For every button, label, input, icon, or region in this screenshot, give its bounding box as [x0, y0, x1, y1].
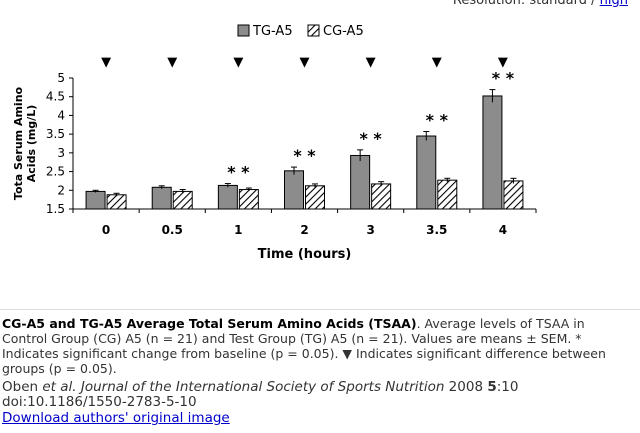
bar-cg-a5	[503, 180, 524, 210]
caption-title: CG-A5 and TG-A5 Average Total Serum Amin…	[2, 316, 417, 331]
significance-marker: * *	[293, 146, 316, 165]
legend-label-cg-a5: CG-A5	[323, 24, 364, 39]
bar-tg-a5	[416, 135, 437, 210]
citation-et-al: et al.	[42, 379, 77, 395]
citation: Oben et al. Journal of the International…	[2, 380, 632, 410]
divider	[0, 309, 640, 310]
legend-label-tg-a5: TG-A5	[252, 24, 293, 39]
legend-swatch-tg-a5	[237, 24, 250, 37]
caption-body: . Average levels of TSAA in Control Grou…	[2, 316, 606, 376]
y-tick-label: 1.5	[46, 202, 65, 216]
tsaa-bar-chart: 1.522.533.544.55▼0▼0.5* *▼1* *▼2* *▼3* *…	[12, 24, 537, 262]
between-group-marker: ▼	[233, 55, 243, 70]
plot-area: 1.522.533.544.55▼0▼0.5* *▼1* *▼2* *▼3* *…	[12, 24, 537, 262]
bar-tg-a5	[284, 170, 304, 210]
x-tick-label: 3	[366, 223, 374, 237]
citation-doi: doi:10.1186/1550-2783-5-10	[2, 394, 197, 410]
significance-marker: * *	[359, 129, 382, 148]
high-resolution-link[interactable]: high	[599, 0, 628, 8]
bar-cg-a5	[172, 190, 193, 210]
citation-authors: Oben	[2, 379, 43, 395]
between-group-marker: ▼	[498, 55, 508, 70]
legend-swatch-cg-a5	[307, 24, 320, 37]
x-tick-label: 1	[234, 223, 242, 237]
y-tick-label: 3.5	[46, 127, 65, 141]
resolution-bar: Resolution: standard / high	[453, 0, 628, 8]
significance-marker: * *	[227, 163, 250, 182]
between-group-marker: ▼	[167, 55, 177, 70]
citation-pages: :10	[496, 379, 519, 395]
bar-tg-a5	[217, 184, 238, 210]
figure-caption: CG-A5 and TG-A5 Average Total Serum Amin…	[2, 316, 632, 376]
citation-year: 2008	[444, 379, 488, 395]
x-axis-label: Time (hours)	[258, 247, 352, 262]
y-tick-label: 3	[57, 146, 65, 160]
bar-cg-a5	[238, 189, 259, 210]
y-axis-label-line2: Acids (mg/L)	[25, 105, 38, 182]
y-tick-label: 4.5	[46, 90, 65, 104]
x-tick-label: 4	[499, 223, 507, 237]
resolution-label: Resolution: standard /	[452, 0, 600, 8]
x-tick-label: 0.5	[162, 223, 183, 237]
y-tick-label: 5	[57, 71, 65, 85]
between-group-marker: ▼	[101, 55, 111, 70]
x-tick-label: 0	[102, 223, 110, 237]
significance-marker: * *	[426, 111, 449, 130]
bar-tg-a5	[85, 190, 106, 210]
x-tick-label: 3.5	[426, 223, 447, 237]
bar-cg-a5	[305, 185, 325, 210]
y-tick-label: 2.5	[46, 165, 65, 179]
significance-marker: * *	[492, 69, 515, 88]
y-tick-label: 2	[57, 183, 65, 197]
between-group-marker: ▼	[366, 55, 376, 70]
bar-cg-a5	[437, 179, 458, 210]
bar-cg-a5	[106, 194, 127, 210]
y-axis-label-line1: Tota Serum Amino	[12, 86, 25, 200]
bar-tg-a5	[350, 154, 371, 210]
y-tick-label: 4	[57, 108, 65, 122]
download-original-image-link[interactable]: Download authors' original image	[2, 410, 230, 426]
between-group-marker: ▼	[432, 55, 442, 70]
citation-journal: Journal of the International Society of …	[76, 379, 445, 395]
citation-volume: 5	[487, 379, 497, 395]
bar-cg-a5	[371, 183, 392, 210]
bar-tg-a5	[151, 186, 172, 210]
between-group-marker: ▼	[300, 55, 310, 70]
bar-tg-a5	[482, 95, 503, 210]
x-tick-label: 2	[300, 223, 308, 237]
